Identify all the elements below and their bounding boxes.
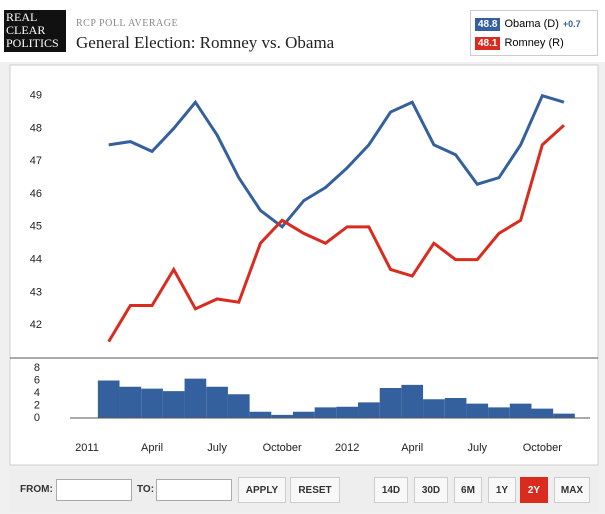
area-bar	[553, 413, 575, 418]
from-input[interactable]	[56, 479, 132, 501]
logo-line: POLITICS	[6, 36, 59, 50]
y-tick-label: 46	[30, 188, 42, 200]
y-tick-label: 0	[34, 412, 40, 424]
line	[107, 124, 566, 343]
apply-button[interactable]: APPLY	[238, 477, 286, 503]
y-tick-label: 8	[34, 362, 40, 374]
legend-item: 48.8 Obama (D) +0.7	[475, 16, 581, 32]
range-button[interactable]: MAX	[554, 477, 590, 503]
controls: FROM: TO: APPLY RESET 14D 30D 6M 1Y 2Y MAX	[10, 468, 598, 512]
area-bar	[292, 411, 315, 418]
x-tick-label: April	[401, 442, 423, 454]
area-bar	[249, 411, 272, 418]
y-tick-label: 47	[30, 155, 42, 167]
to-input[interactable]	[156, 479, 232, 501]
logo: REAL CLEAR POLITICS	[4, 10, 66, 52]
lead: +0.7	[562, 19, 581, 29]
area-bar	[401, 384, 424, 418]
y-tick-label: 44	[30, 254, 42, 266]
area-bar	[184, 378, 207, 418]
area-bar	[97, 380, 120, 418]
area-bar	[488, 407, 510, 418]
area-bar	[119, 386, 142, 418]
y-tick-label: 42	[30, 319, 42, 331]
legend-label: Romney (R)	[504, 37, 564, 49]
y-tick-label: 2	[34, 399, 40, 411]
kicker: RCP POLL AVERAGE	[76, 18, 179, 29]
area-bar	[423, 399, 445, 418]
range-button[interactable]: 30D	[414, 477, 448, 503]
x-tick-label: 2012	[335, 442, 359, 454]
x-tick-label: October	[523, 442, 562, 454]
logo-line: CLEAR	[6, 23, 46, 37]
legend-label: Obama (D)	[504, 18, 559, 30]
logo-line: REAL	[6, 10, 38, 24]
x-tick-label: July	[207, 442, 227, 454]
area-bar	[466, 403, 489, 418]
y-tick-label: 48	[30, 122, 42, 134]
reset-button[interactable]: RESET	[290, 477, 340, 503]
x-tick-label: October	[263, 442, 302, 454]
chart-title: General Election: Romney vs. Obama	[76, 33, 335, 52]
line	[108, 93, 565, 229]
range-button[interactable]: 6M	[454, 477, 482, 503]
from-label: FROM:	[20, 484, 53, 495]
area-bar	[444, 398, 467, 418]
area-bar	[141, 388, 163, 418]
y-tick-label: 4	[34, 387, 40, 399]
y-tick-label: 6	[34, 374, 40, 386]
area-bar	[271, 414, 293, 418]
area-bar	[531, 408, 554, 418]
legend: 48.8 Obama (D) +0.7 48.1 Romney (R)	[470, 10, 598, 56]
to-label: TO:	[137, 484, 155, 495]
legend-value: 48.1	[475, 36, 501, 50]
area-bar	[379, 388, 402, 418]
area-bar	[336, 406, 359, 418]
legend-item: 48.1 Romney (R)	[475, 35, 564, 51]
range-button[interactable]: 2Y	[520, 477, 548, 503]
range-button[interactable]: 14D	[374, 477, 408, 503]
area-bar	[162, 391, 185, 418]
x-tick-label: 2011	[75, 442, 99, 454]
y-tick-label: 43	[30, 286, 42, 298]
area-bar	[509, 403, 532, 418]
header: REAL CLEAR POLITICS RCP POLL AVERAGE Gen…	[0, 0, 605, 62]
x-tick-label: July	[467, 442, 487, 454]
area-bar	[314, 407, 337, 418]
area-bar	[358, 402, 380, 418]
area-bar	[227, 394, 250, 418]
x-tick-label: April	[141, 442, 163, 454]
legend-value: 48.8	[475, 17, 501, 31]
range-button[interactable]: 1Y	[488, 477, 516, 503]
y-tick-label: 49	[30, 90, 42, 102]
y-tick-label: 45	[30, 221, 42, 233]
area-bar	[206, 386, 228, 418]
